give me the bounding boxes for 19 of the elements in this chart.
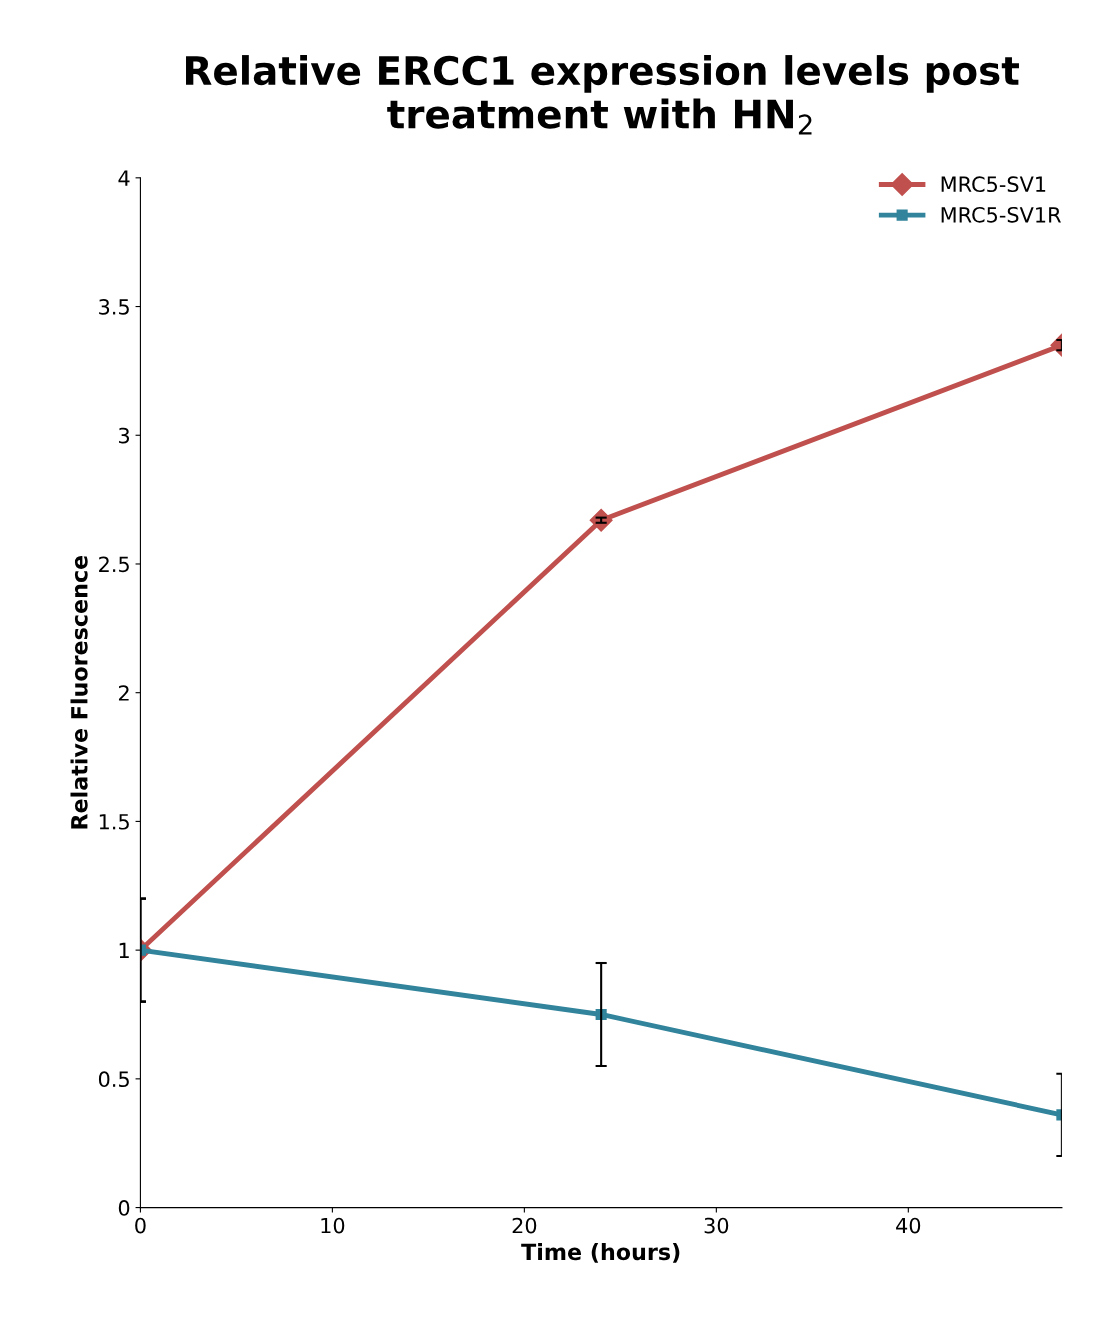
x-tick-label: 20 xyxy=(512,1217,537,1234)
y-tick-label: 3 xyxy=(119,427,130,444)
x-tick-label: 40 xyxy=(896,1217,921,1234)
y-tick-label: 1.5 xyxy=(99,814,129,830)
y-tick-label: 2.5 xyxy=(99,556,129,573)
y-tick-label: 4 xyxy=(118,170,130,186)
x-axis-title: Time (hours) xyxy=(521,1243,680,1263)
x-tick-label: 10 xyxy=(321,1217,345,1234)
y-tick-label: 0.5 xyxy=(98,1071,129,1088)
y-axis-title: Relative Fluorescence xyxy=(70,555,88,829)
y-tick-label: 0 xyxy=(118,1200,130,1216)
legend-label: MRC5-SV1 xyxy=(941,176,1046,193)
legend-label: MRC5-SV1R xyxy=(941,206,1061,223)
x-tick-label: 30 xyxy=(704,1217,729,1234)
x-tick-label: 0 xyxy=(135,1217,146,1234)
y-tick-label: 1 xyxy=(119,942,129,959)
chart-title: Relative ERCC1 expression levels post treatment with HN$_{2}$ xyxy=(186,55,1019,135)
y-tick-label: 2 xyxy=(118,685,129,701)
y-tick-label: 3.5 xyxy=(99,298,129,315)
